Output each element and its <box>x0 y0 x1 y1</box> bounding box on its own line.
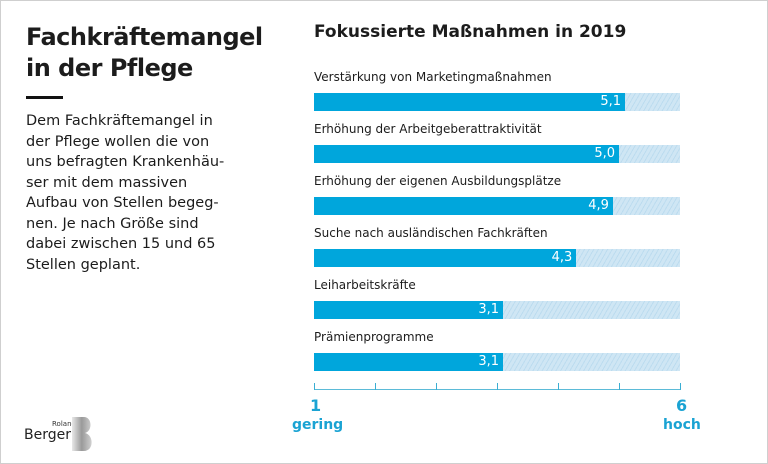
chart-title: Fokussierte Maßnahmen in 2019 <box>314 22 627 42</box>
body-line: nen. Je nach Größe sind <box>26 215 199 232</box>
bar-track: 3,1 <box>314 301 680 319</box>
bar-value-label: 3,1 <box>478 354 500 369</box>
axis-tick <box>558 383 559 390</box>
body-line: uns befragten Krankenhäu- <box>26 154 225 170</box>
logo-roland: Roland <box>52 420 76 428</box>
axis-tick <box>497 383 498 390</box>
body-line: dabei zwischen 15 und 65 <box>26 236 216 252</box>
page-title: Fachkräftemangel in der Pflege <box>26 23 263 82</box>
bar-track: 5,0 <box>314 145 680 163</box>
axis-tick <box>680 383 681 390</box>
axis-tick <box>619 383 620 390</box>
bar: 5,1 <box>314 93 626 111</box>
logo-berger: Berger <box>24 427 71 443</box>
body-line: ser mit dem massiven <box>26 174 188 191</box>
axis-tick <box>375 383 376 390</box>
body-line: Dem Fachkräftemangel in <box>26 113 213 129</box>
bar: 4,3 <box>314 249 577 267</box>
bar-value-label: 3,1 <box>478 302 500 317</box>
bar-value-label: 4,3 <box>551 250 573 265</box>
body-text: Dem Fachkräftemangel in der Pflege wollen… <box>26 111 246 275</box>
body-line: der Pflege wollen die von <box>26 133 210 150</box>
body-line: Aufbau von Stellen begeg- <box>26 195 219 211</box>
body-line: Stellen geplant. <box>26 256 141 273</box>
bar: 5,0 <box>314 145 619 163</box>
bar-value-label: 4,9 <box>588 198 609 213</box>
category-label: Prämienprogramme <box>314 330 434 344</box>
title-divider <box>26 96 63 99</box>
axis-min-word: gering <box>292 417 344 433</box>
roland-berger-logo: Roland Berger <box>24 414 104 454</box>
bar-value-label: 5,1 <box>600 94 622 109</box>
axis-tick <box>436 383 437 390</box>
bar: 3,1 <box>314 353 504 371</box>
axis-tick <box>314 383 315 390</box>
bar-track: 4,9 <box>314 197 680 215</box>
logo-b-mark-icon <box>72 417 92 451</box>
bar-track: 3,1 <box>314 353 680 371</box>
category-label: Erhöhung der Arbeitgeberattraktivität <box>314 122 542 136</box>
bar-value-label: 5,0 <box>594 146 615 161</box>
category-label: Verstärkung von Marketingmaßnahmen <box>314 70 552 84</box>
bar-track: 4,3 <box>314 249 680 267</box>
category-label: Erhöhung der eigenen Ausbildungsplätze <box>314 174 562 188</box>
bar: 4,9 <box>314 197 613 215</box>
category-label: Suche nach ausländischen Fachkräften <box>314 226 548 240</box>
bar: 3,1 <box>314 301 504 319</box>
axis-max-word: hoch <box>663 417 701 433</box>
bar-track: 5,1 <box>314 93 680 111</box>
axis-min-label: 1 <box>310 396 322 415</box>
category-label: Leiharbeitskräfte <box>314 278 416 292</box>
axis-max-label: 6 <box>676 396 688 415</box>
